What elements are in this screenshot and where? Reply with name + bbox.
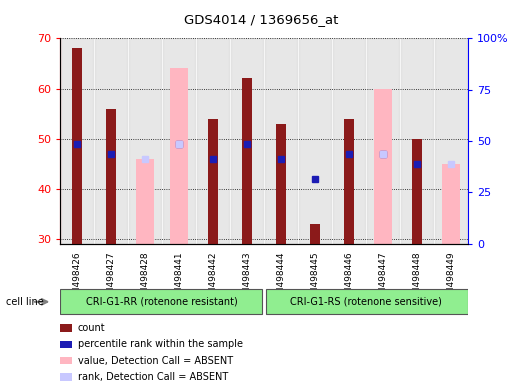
Bar <box>170 68 188 244</box>
Bar <box>265 38 298 244</box>
Text: cell line: cell line <box>6 297 44 307</box>
Text: percentile rank within the sample: percentile rank within the sample <box>78 339 243 349</box>
Bar <box>197 38 230 244</box>
Bar <box>136 159 154 244</box>
Bar <box>401 38 434 244</box>
Bar <box>276 124 286 244</box>
Bar <box>242 78 252 244</box>
Bar <box>266 290 468 314</box>
Bar <box>412 139 422 244</box>
Bar <box>231 38 264 244</box>
Text: value, Detection Call = ABSENT: value, Detection Call = ABSENT <box>78 356 233 366</box>
Bar <box>344 119 354 244</box>
Bar <box>129 38 162 244</box>
Bar <box>333 38 366 244</box>
Text: CRI-G1-RR (rotenone resistant): CRI-G1-RR (rotenone resistant) <box>86 296 238 306</box>
Text: CRI-G1-RS (rotenone sensitive): CRI-G1-RS (rotenone sensitive) <box>290 296 442 306</box>
Bar <box>95 38 128 244</box>
Bar <box>442 164 460 244</box>
Bar <box>106 109 116 244</box>
Bar <box>61 38 94 244</box>
Bar <box>374 88 392 244</box>
Text: rank, Detection Call = ABSENT: rank, Detection Call = ABSENT <box>78 372 228 382</box>
Bar <box>310 224 320 244</box>
Bar <box>367 38 400 244</box>
Bar <box>435 38 468 244</box>
Bar <box>208 119 218 244</box>
Text: GDS4014 / 1369656_at: GDS4014 / 1369656_at <box>184 13 339 26</box>
Bar <box>163 38 196 244</box>
Bar <box>60 290 263 314</box>
Bar <box>72 48 82 244</box>
Bar <box>299 38 332 244</box>
Text: count: count <box>78 323 106 333</box>
